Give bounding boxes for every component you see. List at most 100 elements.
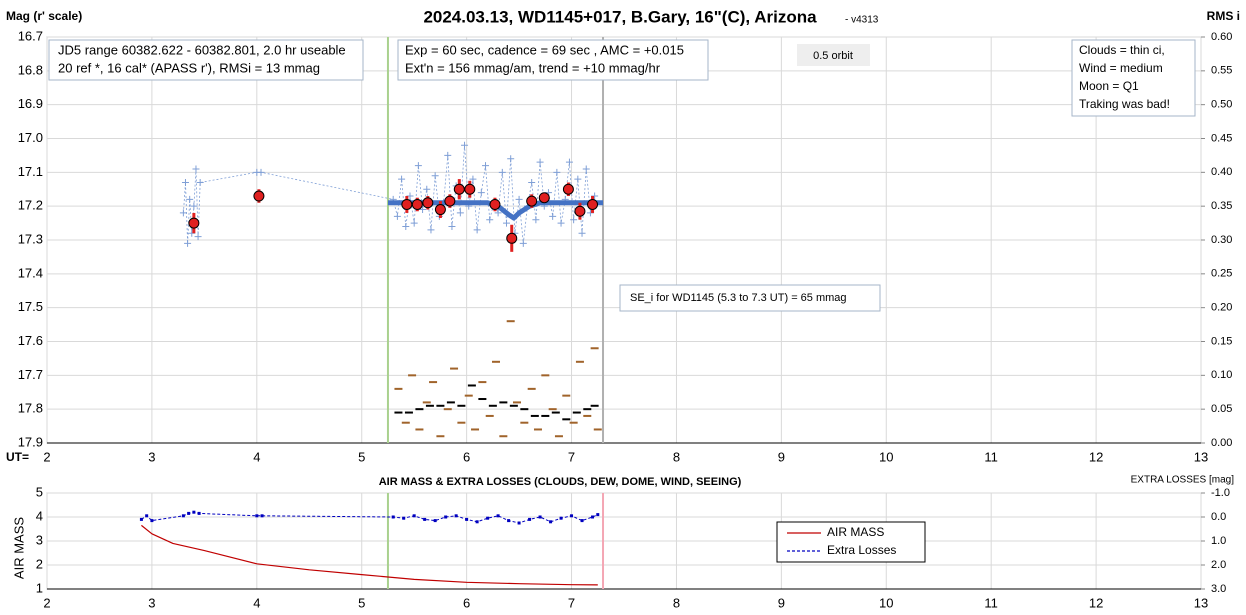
data-point bbox=[186, 195, 194, 203]
x-tick-label: 3 bbox=[148, 449, 155, 464]
data-point bbox=[519, 239, 527, 247]
data-point bbox=[549, 520, 553, 524]
x-tick-label: 10 bbox=[879, 449, 893, 464]
y-tick-label: 17.8 bbox=[18, 401, 43, 416]
data-point bbox=[401, 198, 413, 210]
chart-title: AIR MASS & EXTRA LOSSES (CLOUDS, DEW, DO… bbox=[379, 476, 742, 488]
data-point bbox=[473, 226, 481, 234]
data-point bbox=[197, 511, 201, 515]
data-point bbox=[461, 141, 469, 149]
data-point bbox=[591, 515, 595, 519]
data-point bbox=[194, 233, 202, 241]
y2-tick-label: 0.60 bbox=[1211, 31, 1232, 43]
y2-tick-label: -1.0 bbox=[1211, 487, 1230, 499]
y-tick-label: 17.0 bbox=[18, 130, 43, 145]
legend-label: AIR MASS bbox=[827, 525, 884, 539]
annotation: Ext'n = 156 mmag/am, trend = +10 mmag/hr bbox=[405, 60, 661, 75]
data-point bbox=[448, 222, 456, 230]
data-point bbox=[179, 209, 187, 217]
chart-subtitle: - v4313 bbox=[845, 15, 879, 26]
y2-tick-label: 0.55 bbox=[1211, 65, 1232, 77]
x-tick-label: 11 bbox=[984, 449, 998, 464]
y2-tick-label: 0.25 bbox=[1211, 268, 1232, 280]
data-point bbox=[433, 519, 437, 523]
y-tick-label: 16.9 bbox=[18, 96, 43, 111]
series bbox=[394, 384, 599, 421]
data-point bbox=[393, 212, 401, 220]
x-tick-label: 11 bbox=[984, 595, 998, 610]
data-point bbox=[139, 517, 143, 521]
data-point bbox=[528, 178, 536, 186]
x-tick-label: 10 bbox=[879, 595, 893, 610]
x-tick-label: 7 bbox=[568, 449, 575, 464]
x-tick-label: 12 bbox=[1089, 449, 1103, 464]
x-tick-label: 9 bbox=[778, 595, 785, 610]
data-point bbox=[257, 168, 265, 176]
data-point bbox=[464, 183, 476, 195]
data-point bbox=[532, 216, 540, 224]
y-tick-label: 16.7 bbox=[18, 28, 43, 43]
y-tick-label: 17.6 bbox=[18, 333, 43, 348]
x-tick-label: 9 bbox=[778, 449, 785, 464]
plots: 2 3 4 5 6 7 8 9 10 11 12 1316.716.816.917.017.117.2… bbox=[18, 28, 1233, 610]
data-point bbox=[538, 192, 550, 204]
y-tick-label: 17.2 bbox=[18, 198, 43, 213]
data-point bbox=[536, 158, 544, 166]
data-point bbox=[412, 514, 416, 518]
data-point bbox=[496, 514, 500, 518]
annotation: Traking was bad! bbox=[1079, 97, 1170, 111]
data-point bbox=[187, 511, 191, 515]
data-point bbox=[196, 178, 204, 186]
y2-tick-label: 0.45 bbox=[1211, 132, 1232, 144]
x-tick-label: 5 bbox=[358, 449, 365, 464]
annotation: JD5 range 60382.622 - 60382.801, 2.0 hr … bbox=[58, 42, 346, 57]
x-tick-label: 2 bbox=[43, 595, 50, 610]
x-tick-label: 7 bbox=[568, 595, 575, 610]
y2-tick-label: 0.15 bbox=[1211, 335, 1232, 347]
data-point bbox=[570, 514, 574, 518]
data-point bbox=[391, 515, 395, 519]
annotation-box bbox=[619, 284, 881, 312]
data-point bbox=[526, 195, 538, 207]
data-point bbox=[434, 204, 446, 216]
data-point bbox=[475, 520, 479, 524]
y-tick-label: 17.4 bbox=[18, 265, 43, 280]
annotation: Exp = 60 sec, cadence = 69 sec , AMC = +… bbox=[405, 42, 684, 57]
data-point bbox=[507, 155, 515, 163]
y-tick-label: 3 bbox=[36, 532, 43, 547]
data-point bbox=[398, 175, 406, 183]
data-point bbox=[465, 517, 469, 521]
legend-label: Extra Losses bbox=[827, 543, 896, 557]
y-tick-label: 17.9 bbox=[18, 434, 43, 449]
data-point bbox=[486, 216, 494, 224]
y-tick-label: 2 bbox=[36, 556, 43, 571]
series bbox=[141, 524, 598, 586]
data-point bbox=[486, 516, 490, 520]
x-tick-label: 3 bbox=[148, 595, 155, 610]
data-point bbox=[582, 165, 590, 173]
data-point bbox=[494, 209, 502, 217]
data-point bbox=[422, 197, 434, 209]
data-point bbox=[456, 209, 464, 217]
data-point bbox=[184, 239, 192, 247]
y-axis-label: Mag (r' scale) bbox=[6, 9, 82, 23]
data-point bbox=[402, 222, 410, 230]
y2-tick-label: 0.00 bbox=[1211, 437, 1232, 449]
data-point bbox=[517, 521, 521, 525]
data-point bbox=[553, 168, 561, 176]
annotation: 20 ref *, 16 cal* (APASS r'), RMSi = 13 … bbox=[58, 60, 320, 75]
y2-tick-label: 0.05 bbox=[1211, 403, 1232, 415]
data-point bbox=[431, 172, 439, 180]
y-tick-label: 4 bbox=[36, 508, 43, 523]
annotation: 0.5 orbit bbox=[813, 50, 853, 62]
data-point bbox=[444, 151, 452, 159]
x-tick-label: 2 bbox=[43, 449, 50, 464]
y2-tick-label: 2.0 bbox=[1211, 559, 1226, 571]
data-point bbox=[414, 162, 422, 170]
y-tick-label: 16.8 bbox=[18, 62, 43, 77]
data-point bbox=[506, 232, 518, 244]
x-tick-label: 12 bbox=[1089, 595, 1103, 610]
data-point bbox=[538, 515, 542, 519]
x-tick-label: 8 bbox=[673, 449, 680, 464]
data-point bbox=[188, 217, 200, 229]
